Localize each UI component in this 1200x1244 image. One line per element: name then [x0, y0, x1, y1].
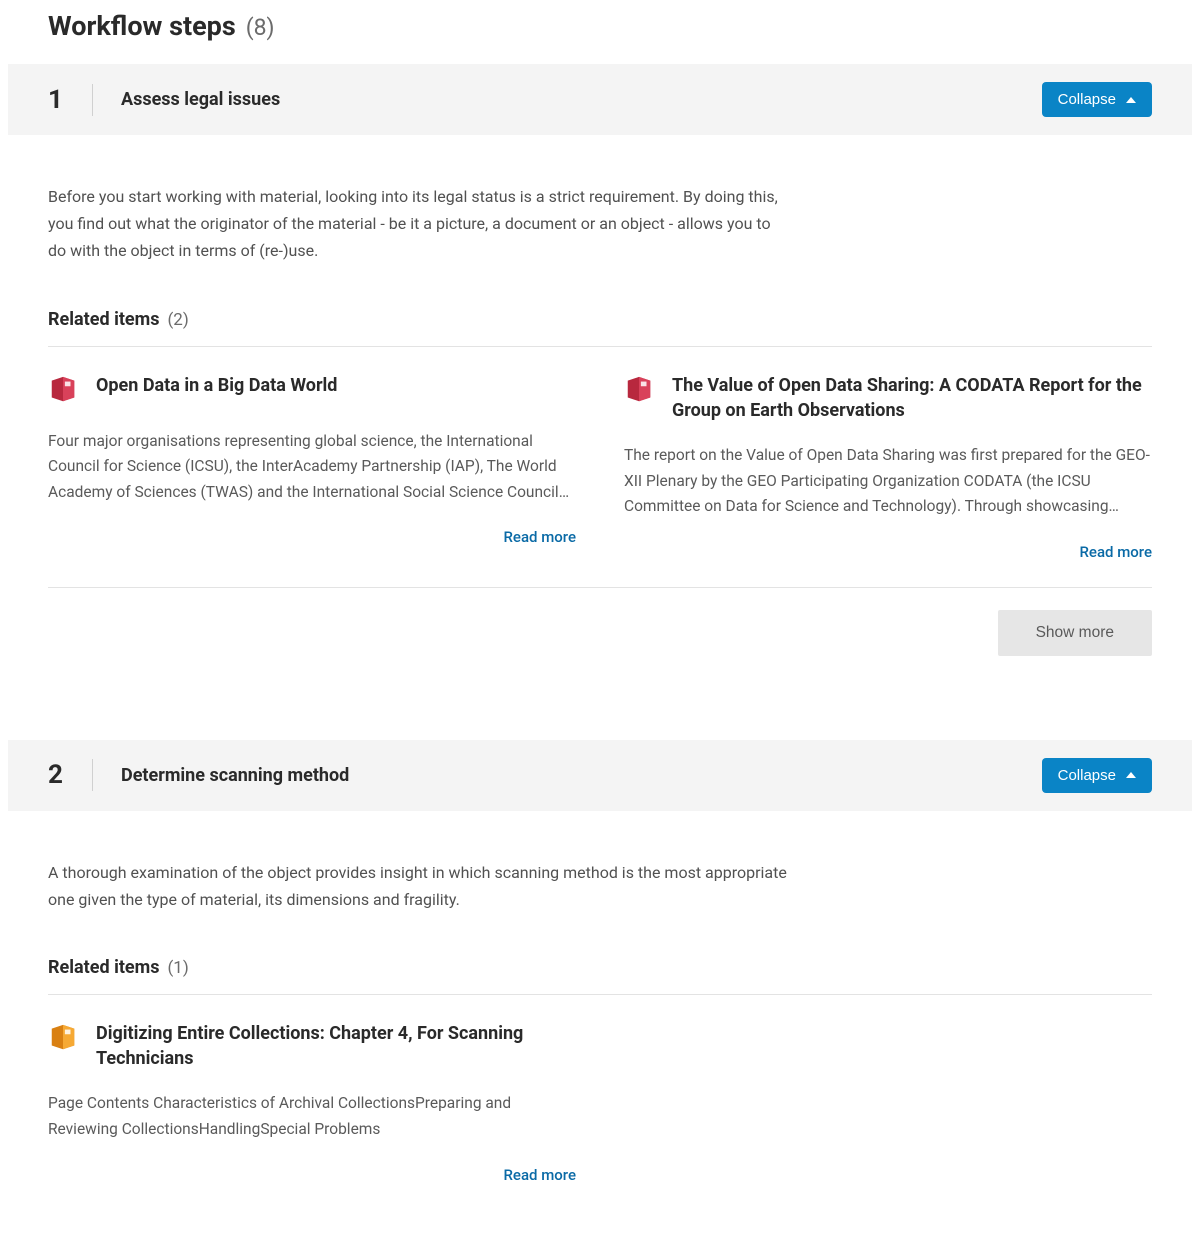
collapse-button[interactable]: Collapse: [1042, 82, 1152, 117]
step-divider: [92, 84, 93, 116]
related-heading-row: Related items (2): [48, 309, 1152, 330]
document-box-icon: [624, 375, 654, 409]
collapse-button[interactable]: Collapse: [1042, 758, 1152, 793]
step-divider: [92, 759, 93, 791]
workflow-step: 1 Assess legal issues Collapse Before yo…: [8, 64, 1192, 696]
item-title[interactable]: Open Data in a Big Data World: [96, 373, 337, 398]
step-title: Assess legal issues: [121, 89, 1042, 110]
read-more-link[interactable]: Read more: [503, 528, 576, 546]
step-body: A thorough examination of the object pro…: [8, 811, 1192, 1224]
related-item: The Value of Open Data Sharing: A CODATA…: [624, 373, 1152, 561]
related-heading: Related items: [48, 957, 159, 978]
related-heading: Related items: [48, 309, 159, 330]
document-box-icon: [48, 375, 78, 409]
step-number: 2: [48, 760, 92, 790]
related-items-grid: Digitizing Entire Collections: Chapter 4…: [48, 1021, 1152, 1184]
chevron-up-icon: [1126, 772, 1136, 778]
item-description: The report on the Value of Open Data Sha…: [624, 443, 1152, 520]
item-title[interactable]: The Value of Open Data Sharing: A CODATA…: [672, 373, 1152, 423]
step-description: Before you start working with material, …: [48, 183, 788, 265]
step-header: 1 Assess legal issues Collapse: [8, 64, 1192, 135]
page-title-row: Workflow steps (8): [48, 0, 1152, 64]
step-header: 2 Determine scanning method Collapse: [8, 740, 1192, 811]
item-title[interactable]: Digitizing Entire Collections: Chapter 4…: [96, 1021, 576, 1071]
read-more-link[interactable]: Read more: [503, 1166, 576, 1184]
chevron-up-icon: [1126, 97, 1136, 103]
show-more-button[interactable]: Show more: [998, 610, 1152, 656]
related-count: (1): [167, 958, 188, 978]
document-box-icon: [48, 1023, 78, 1057]
collapse-label: Collapse: [1058, 767, 1116, 784]
related-items-grid: Open Data in a Big Data World Four major…: [48, 373, 1152, 561]
related-item: Digitizing Entire Collections: Chapter 4…: [48, 1021, 576, 1184]
related-count: (2): [167, 310, 188, 330]
step-number: 1: [48, 85, 92, 115]
divider: [48, 994, 1152, 995]
page-title: Workflow steps: [48, 10, 236, 42]
step-description: A thorough examination of the object pro…: [48, 859, 788, 913]
collapse-label: Collapse: [1058, 91, 1116, 108]
step-title: Determine scanning method: [121, 765, 1042, 786]
read-more-link[interactable]: Read more: [1079, 543, 1152, 561]
related-item: Open Data in a Big Data World Four major…: [48, 373, 576, 561]
related-heading-row: Related items (1): [48, 957, 1152, 978]
workflow-step: 2 Determine scanning method Collapse A t…: [8, 740, 1192, 1224]
step-count: (8): [246, 14, 275, 41]
divider: [48, 587, 1152, 588]
item-description: Page Contents Characteristics of Archiva…: [48, 1091, 576, 1142]
step-body: Before you start working with material, …: [8, 135, 1192, 696]
divider: [48, 346, 1152, 347]
item-description: Four major organisations representing gl…: [48, 429, 576, 506]
